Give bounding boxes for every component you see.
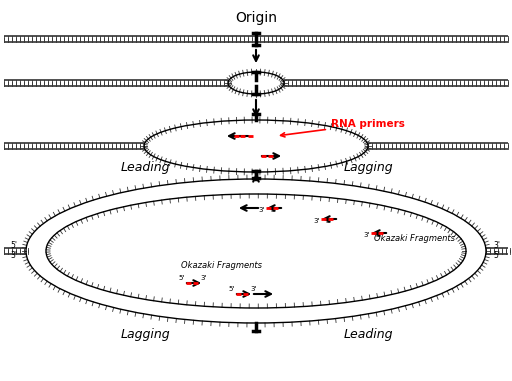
Text: RNA primers: RNA primers bbox=[281, 119, 405, 137]
Text: Lagging: Lagging bbox=[120, 328, 170, 341]
Text: 5': 5' bbox=[376, 232, 382, 238]
Text: Okazaki Fragments: Okazaki Fragments bbox=[181, 261, 262, 270]
Text: 3': 3' bbox=[259, 207, 265, 213]
Text: 3': 3' bbox=[10, 251, 17, 261]
Text: Origin: Origin bbox=[235, 11, 277, 25]
Text: 5': 5' bbox=[326, 218, 332, 224]
Text: Leading: Leading bbox=[120, 161, 170, 174]
Text: 3': 3' bbox=[493, 242, 500, 250]
Text: Lagging: Lagging bbox=[343, 161, 393, 174]
Text: 5': 5' bbox=[10, 242, 17, 250]
Text: 3': 3' bbox=[364, 232, 370, 238]
Text: Okazaki Fragments: Okazaki Fragments bbox=[374, 234, 455, 243]
Text: 5': 5' bbox=[493, 251, 500, 261]
Text: Leading: Leading bbox=[343, 328, 393, 341]
Text: 5': 5' bbox=[229, 286, 235, 292]
Text: 3': 3' bbox=[251, 286, 257, 292]
Text: 5': 5' bbox=[271, 207, 277, 213]
Text: 5': 5' bbox=[179, 275, 185, 281]
Text: 3': 3' bbox=[201, 275, 207, 281]
Text: 3': 3' bbox=[314, 218, 320, 224]
